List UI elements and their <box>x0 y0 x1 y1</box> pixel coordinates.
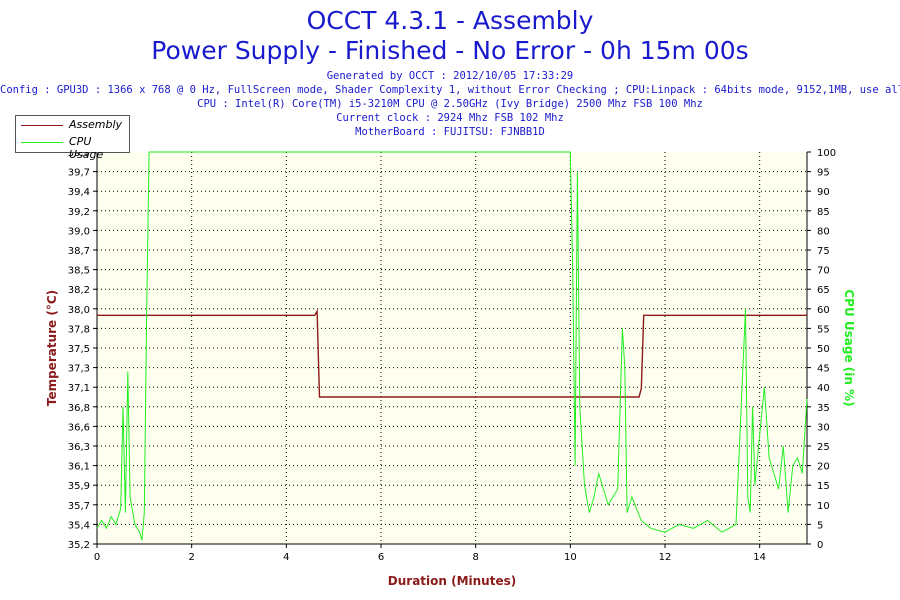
y-right-tick-label: 85 <box>817 207 830 218</box>
y-right-tick-label: 30 <box>817 422 830 433</box>
info-line-clock: Current clock : 2924 Mhz FSB 102 Mhz <box>336 112 564 124</box>
legend-label-cpu-usage: CPU Usage <box>69 135 104 161</box>
legend-item-cpu-usage: CPU Usage <box>16 134 129 161</box>
legend-swatch-cpu-usage <box>21 142 63 143</box>
y-left-tick-label: 39,0 <box>68 226 90 237</box>
y-left-tick-label: 36,6 <box>68 422 90 433</box>
y-left-tick-label: 37,3 <box>68 364 90 375</box>
plot-area <box>97 152 807 544</box>
y-right-tick-label: 65 <box>817 285 830 296</box>
info-line-motherboard: MotherBoard : FUJITSU: FJNBB1D <box>355 126 545 138</box>
y-left-tick-label: 36,3 <box>68 442 90 453</box>
x-axis-label: Duration (Minutes) <box>388 574 516 588</box>
y-right-tick-label: 100 <box>817 148 836 159</box>
y-left-tick-label: 36,1 <box>68 462 90 473</box>
y-left-tick-label: 35,9 <box>68 481 90 492</box>
y-left-tick-label: 39,4 <box>68 187 90 198</box>
y-left-tick-label: 35,7 <box>68 501 90 512</box>
x-tick-label: 10 <box>564 552 577 563</box>
y-left-axis-label: Temperature (°C) <box>45 290 59 406</box>
y-left-tick-label: 38,2 <box>68 285 90 296</box>
info-line-cpu: CPU : Intel(R) Core(TM) i5-3210M CPU @ 2… <box>197 98 703 110</box>
cpu-usage-line <box>96 151 808 541</box>
y-right-tick-label: 50 <box>817 344 830 355</box>
assembly-temperature-line <box>97 308 807 398</box>
y-right-tick-label: 70 <box>817 266 830 277</box>
y-left-tick-label: 38,7 <box>68 246 90 257</box>
y-right-tick-label: 15 <box>817 481 830 492</box>
y-left-tick-label: 38,0 <box>68 305 90 316</box>
x-tick-label: 8 <box>472 552 478 563</box>
info-line-config: Config : GPU3D : 1366 x 768 @ 0 Hz, Full… <box>0 84 900 96</box>
y-left-tick-label: 35,4 <box>68 520 90 531</box>
legend-item-assembly: Assembly <box>16 117 129 133</box>
y-right-tick-label: 55 <box>817 324 830 335</box>
chart-legend: Assembly CPU Usage <box>15 115 130 161</box>
legend-label-assembly: Assembly <box>69 118 123 131</box>
y-right-tick-label: 35 <box>817 403 830 414</box>
y-right-tick-label: 90 <box>817 187 830 198</box>
y-right-tick-label: 20 <box>817 462 830 473</box>
y-left-tick-label: 39,2 <box>68 207 90 218</box>
y-right-axis-label: CPU Usage (in %) <box>842 289 856 406</box>
y-right-tick-label: 10 <box>817 501 830 512</box>
y-left-tick-label: 37,8 <box>68 324 90 335</box>
y-right-tick-label: 75 <box>817 246 830 257</box>
y-left-tick-label: 37,5 <box>68 344 90 355</box>
y-right-tick-label: 5 <box>817 520 823 531</box>
x-tick-label: 12 <box>659 552 672 563</box>
y-right-tick-label: 0 <box>817 540 823 551</box>
y-right-tick-label: 40 <box>817 383 830 394</box>
y-left-tick-label: 39,9 <box>68 148 90 159</box>
x-tick-label: 4 <box>283 552 289 563</box>
y-right-tick-label: 95 <box>817 168 830 179</box>
chart-title: OCCT 4.3.1 - Assembly <box>306 6 594 35</box>
y-left-tick-label: 36,8 <box>68 403 90 414</box>
y-left-tick-label: 35,2 <box>68 540 90 551</box>
x-tick-label: 0 <box>94 552 100 563</box>
y-right-tick-label: 80 <box>817 226 830 237</box>
x-tick-label: 6 <box>378 552 384 563</box>
x-tick-label: 2 <box>188 552 194 563</box>
y-right-tick-label: 60 <box>817 305 830 316</box>
chart-subtitle: Power Supply - Finished - No Error - 0h … <box>151 36 749 65</box>
x-tick-label: 14 <box>753 552 766 563</box>
y-left-tick-label: 37,1 <box>68 383 90 394</box>
info-line-generated: Generated by OCCT : 2012/10/05 17:33:29 <box>326 70 574 82</box>
y-left-tick-label: 38,5 <box>68 266 90 277</box>
y-right-tick-label: 25 <box>817 442 830 453</box>
y-left-tick-label: 39,7 <box>68 168 90 179</box>
y-right-tick-label: 45 <box>817 364 830 375</box>
legend-swatch-assembly <box>21 125 63 126</box>
